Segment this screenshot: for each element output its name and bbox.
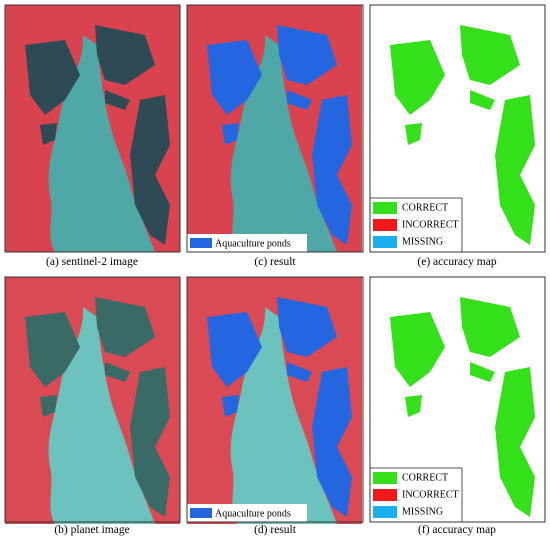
caption: (b) planet image (54, 524, 129, 536)
legend-label: INCORRECT (402, 489, 459, 500)
legend-label: Aquaculture ponds (215, 508, 291, 519)
caption: (e) accuracy map (417, 256, 496, 268)
caption: (c) result (254, 256, 296, 268)
image-panel (4, 276, 181, 524)
image-panel: CORRECT INCORRECT MISSING (369, 276, 546, 524)
legend-label: MISSING (402, 506, 443, 517)
image-panel (4, 4, 181, 253)
legend-label: Aquaculture ponds (215, 238, 291, 249)
legend-label: INCORRECT (402, 219, 459, 230)
legend-label: MISSING (402, 236, 443, 247)
image-panel: Aquaculture ponds (186, 276, 364, 524)
legend-label: CORRECT (402, 472, 448, 483)
caption: (a) sentinel-2 image (46, 256, 138, 268)
caption: (f) accuracy map (418, 524, 496, 536)
image-panel: Aquaculture ponds (186, 4, 364, 253)
image-panel: CORRECT INCORRECT MISSING (369, 4, 546, 253)
caption: (d) result (254, 524, 297, 536)
legend-label: CORRECT (402, 202, 448, 213)
